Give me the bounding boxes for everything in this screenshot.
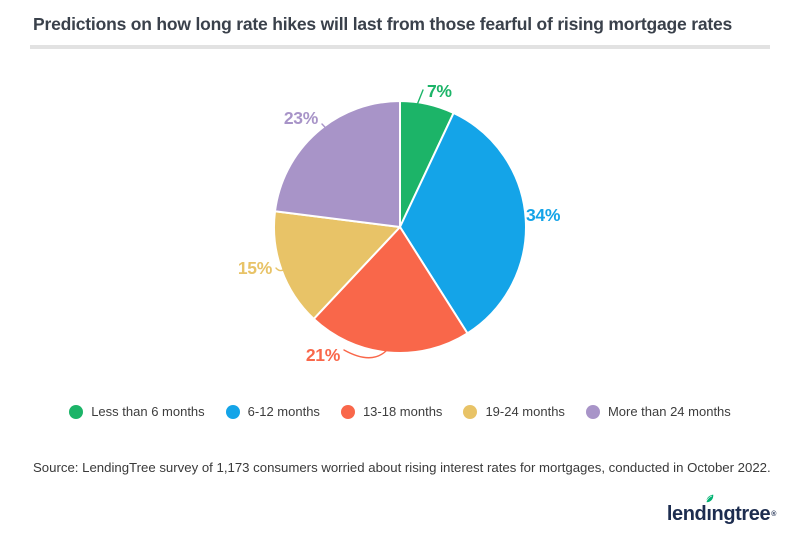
legend-swatch-icon [340, 404, 355, 419]
legend-item-6-12-months: 6-12 months [225, 404, 320, 419]
legend-label: More than 24 months [607, 404, 731, 419]
legend-label: 6-12 months [247, 404, 320, 419]
legend-swatch-icon [69, 404, 84, 419]
pie-slice-more-than-24-months [274, 100, 401, 228]
logo-trademark: ® [771, 511, 776, 518]
source-note: Source: LendingTree survey of 1,173 cons… [33, 460, 771, 475]
legend-swatch-icon [463, 404, 478, 419]
legend-item-more-than-24-months: More than 24 months [585, 404, 731, 419]
header: Predictions on how long rate hikes will … [33, 14, 770, 35]
pie-data-label-13-18-months: 21% [306, 345, 341, 365]
logo-text-start: lend [666, 503, 707, 525]
legend-swatch-icon [585, 404, 600, 419]
pie-data-label-19-24-months: 15% [238, 258, 273, 278]
pie-chart: 7% 34% 21% 15% 23% [238, 81, 561, 365]
pie-data-label-6-12-months: 34% [526, 205, 561, 225]
legend-label: 13-18 months [362, 404, 443, 419]
pie-data-label-less-than-6-months: 7% [427, 81, 452, 101]
chart-legend: Less than 6 months 6-12 months 13-18 month… [0, 404, 800, 419]
legend-label: 19-24 months [485, 404, 565, 419]
leaf-icon [705, 493, 714, 503]
chart-title: Predictions on how long rate hikes will … [33, 14, 733, 34]
pie-label-leader-less-than-6-months [416, 89, 424, 106]
pie-slice-19-24-months [273, 210, 401, 320]
legend-swatch-icon [225, 404, 240, 419]
logo-text-end: ngtree [711, 503, 771, 525]
pie-slice-13-18-months [312, 226, 469, 355]
legend-item-19-24-months: 19-24 months [463, 404, 565, 419]
pie-label-leader-13-18-months [343, 349, 387, 359]
pie-label-leader-19-24-months [275, 267, 294, 272]
pie-slice-6-12-months [399, 112, 527, 335]
legend-item-less-than-6-months: Less than 6 months [69, 404, 205, 419]
title-divider [30, 45, 770, 49]
pie-data-label-more-than-24-months: 23% [284, 108, 319, 128]
legend-label: Less than 6 months [91, 404, 205, 419]
logo-dotless-i: ı [705, 493, 714, 527]
legend-item-13-18-months: 13-18 months [340, 404, 443, 419]
lendingtree-logo: lendı ngtree® [666, 493, 776, 527]
pie-label-leader-more-than-24-months [321, 123, 339, 142]
